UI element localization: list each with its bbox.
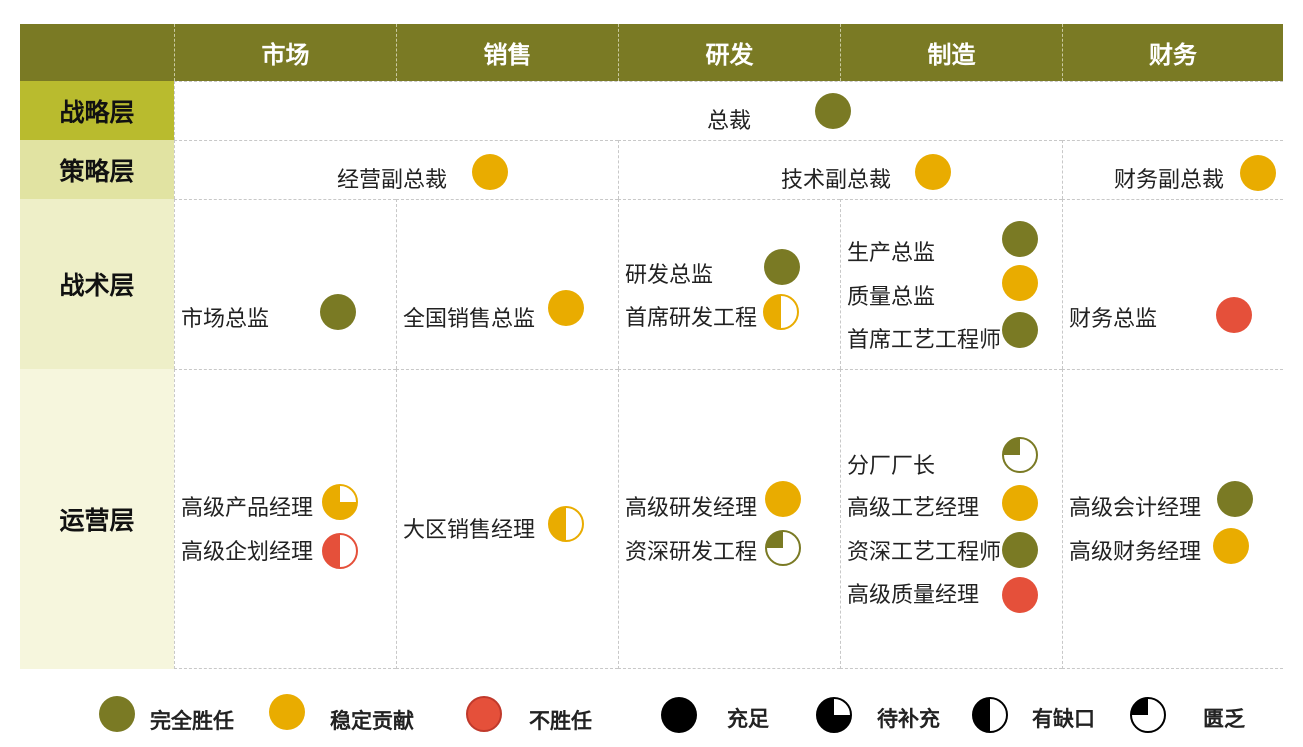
competence-full-icon bbox=[99, 696, 135, 732]
tactical-cell-rd: 研发总监 首席研发工程 bbox=[618, 199, 840, 369]
half-filled-dot-icon bbox=[548, 506, 584, 542]
tactical-cell-sales: 全国销售总监 bbox=[396, 199, 618, 369]
status-dot-icon bbox=[1002, 265, 1038, 301]
level-label-tactical-vp: 策略层 bbox=[20, 140, 174, 199]
status-dot-icon bbox=[915, 154, 951, 190]
role-label: 资深研发工程 bbox=[625, 540, 758, 565]
vp-cell-finance: 财务副总裁 bbox=[1062, 140, 1283, 199]
status-dot-icon bbox=[1213, 528, 1249, 564]
competence-stable-icon bbox=[269, 694, 305, 730]
ops-cell-rd: 高级研发经理 资深研发工程 bbox=[618, 369, 840, 669]
tactical-cell-mfg: 生产总监 质量总监 首席工艺工程师 bbox=[840, 199, 1062, 369]
fill-quarter-icon bbox=[1130, 697, 1166, 733]
column-header-sales: 销售 bbox=[396, 24, 618, 81]
status-dot-icon bbox=[1002, 312, 1038, 348]
status-dot-icon bbox=[815, 93, 851, 129]
legend-label: 匮乏 bbox=[1203, 706, 1245, 731]
role-label: 全国销售总监 bbox=[403, 307, 536, 332]
quarter-filled-dot-icon bbox=[322, 484, 358, 520]
status-dot-icon bbox=[764, 249, 800, 285]
role-label: 高级会计经理 bbox=[1069, 496, 1202, 521]
fill-half-icon bbox=[972, 697, 1008, 733]
ops-cell-mfg: 分厂厂长 高级工艺经理 资深工艺工程师 高级质量经理 bbox=[840, 369, 1062, 669]
status-dot-icon bbox=[548, 290, 584, 326]
column-header-finance: 财务 bbox=[1062, 24, 1283, 81]
level-label-strategic: 战略层 bbox=[20, 81, 174, 140]
legend-label: 有缺口 bbox=[1032, 706, 1095, 731]
role-label: 市场总监 bbox=[181, 307, 270, 332]
status-dot-icon bbox=[1217, 481, 1253, 517]
role-label: 高级财务经理 bbox=[1069, 540, 1202, 565]
role-label: 研发总监 bbox=[625, 263, 714, 288]
legend-label: 待补充 bbox=[877, 706, 940, 731]
level-label-operational: 运营层 bbox=[20, 369, 174, 669]
tactical-cell-finance: 财务总监 bbox=[1062, 199, 1283, 369]
status-dot-icon bbox=[1002, 577, 1038, 613]
role-label: 质量总监 bbox=[847, 285, 936, 310]
vp-cell-business: 经营副总裁 bbox=[174, 140, 618, 199]
ops-cell-finance: 高级会计经理 高级财务经理 bbox=[1062, 369, 1283, 669]
legend-label: 充足 bbox=[727, 706, 769, 731]
role-label: 高级企划经理 bbox=[181, 540, 314, 565]
role-label: 资深工艺工程师 bbox=[847, 540, 1002, 565]
legend-label: 不胜任 bbox=[529, 708, 592, 733]
level-label-tactical: 战术层 bbox=[20, 199, 174, 369]
column-header-market: 市场 bbox=[174, 24, 396, 81]
role-label: 分厂厂长 bbox=[847, 454, 936, 479]
status-dot-icon bbox=[1240, 155, 1276, 191]
status-dot-icon bbox=[320, 294, 356, 330]
quarter-filled-dot-icon bbox=[765, 530, 801, 566]
legend-label: 稳定贡献 bbox=[330, 708, 414, 733]
status-dot-icon bbox=[1002, 532, 1038, 568]
role-label: 高级质量经理 bbox=[847, 583, 980, 608]
role-label: 生产总监 bbox=[847, 241, 936, 266]
role-label: 财务副总裁 bbox=[1114, 168, 1225, 193]
status-dot-icon bbox=[1002, 221, 1038, 257]
column-header-mfg: 制造 bbox=[840, 24, 1062, 81]
role-label: 高级工艺经理 bbox=[847, 496, 980, 521]
header-corner bbox=[20, 24, 174, 81]
ops-cell-sales: 大区销售经理 bbox=[396, 369, 618, 669]
role-label: 财务总监 bbox=[1069, 307, 1158, 332]
vp-cell-tech: 技术副总裁 bbox=[618, 140, 1062, 199]
role-label: 首席工艺工程师 bbox=[847, 328, 1002, 353]
legend: 完全胜任 稳定贡献 不胜任 充足 待补充 有缺口 匮乏 bbox=[0, 690, 1303, 740]
fill-full-icon bbox=[661, 697, 697, 733]
quarter-filled-dot-icon bbox=[1002, 437, 1038, 473]
fill-quarter-missing-icon bbox=[816, 697, 852, 733]
role-label: 首席研发工程 bbox=[625, 306, 758, 331]
tactical-cell-market: 市场总监 bbox=[174, 199, 396, 369]
talent-grid: 市场 销售 研发 制造 财务 战略层 策略层 战术层 运营层 总裁 经营副总裁 … bbox=[20, 24, 1283, 669]
strategic-cell: 总裁 bbox=[174, 81, 1283, 140]
ops-cell-market: 高级产品经理 高级企划经理 bbox=[174, 369, 396, 669]
role-label: 经营副总裁 bbox=[337, 168, 448, 193]
half-filled-dot-icon bbox=[763, 294, 799, 330]
status-dot-icon bbox=[1216, 297, 1252, 333]
status-dot-icon bbox=[472, 154, 508, 190]
half-filled-dot-icon bbox=[322, 533, 358, 569]
role-label: 大区销售经理 bbox=[403, 518, 536, 543]
status-dot-icon bbox=[1002, 485, 1038, 521]
role-label: 高级研发经理 bbox=[625, 496, 758, 521]
role-label: 总裁 bbox=[707, 109, 752, 134]
column-header-rd: 研发 bbox=[618, 24, 840, 81]
competence-fail-icon bbox=[466, 696, 502, 732]
role-label: 技术副总裁 bbox=[781, 168, 892, 193]
status-dot-icon bbox=[765, 481, 801, 517]
legend-label: 完全胜任 bbox=[150, 708, 234, 733]
role-label: 高级产品经理 bbox=[181, 496, 314, 521]
